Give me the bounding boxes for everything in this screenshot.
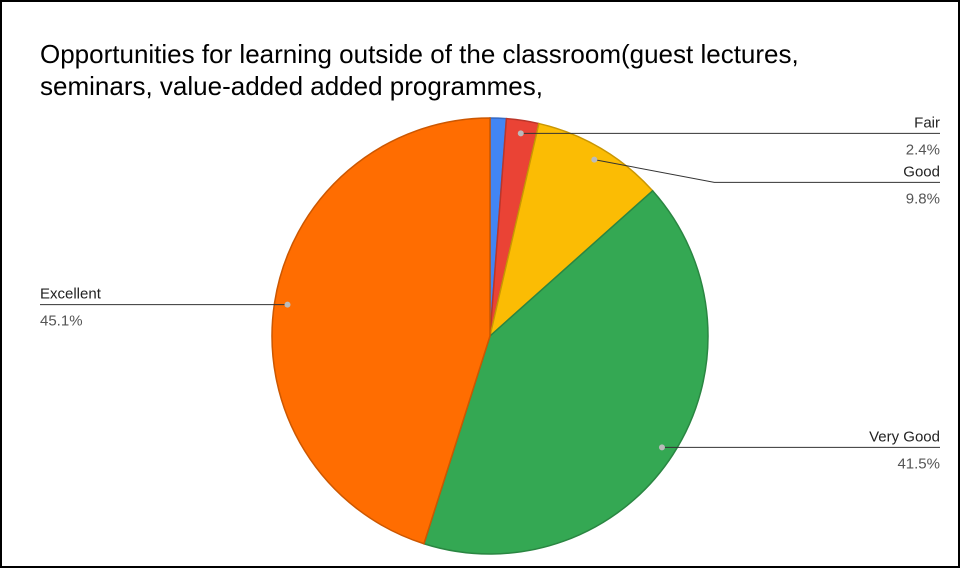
pie-slice	[422, 189, 709, 555]
leader-dot	[591, 156, 598, 163]
leader-dot	[284, 301, 291, 308]
slice-value-label: 2.4%	[906, 141, 940, 158]
leader-line	[594, 159, 940, 183]
leader-dot	[517, 130, 524, 137]
slice-label: Very Good	[869, 428, 940, 445]
pie-slice	[488, 122, 654, 339]
pie-slice	[271, 117, 491, 545]
slice-label: Fair	[914, 114, 940, 131]
chart-title: Opportunities for learning outside of th…	[40, 39, 799, 101]
slice-value-label: 41.5%	[897, 455, 940, 472]
slice-label: Excellent	[40, 286, 102, 303]
slice-value-label: 45.1%	[40, 313, 83, 330]
slice-label: Good	[903, 163, 940, 180]
leader-dot	[658, 444, 665, 451]
slice-value-label: 9.8%	[906, 190, 940, 207]
